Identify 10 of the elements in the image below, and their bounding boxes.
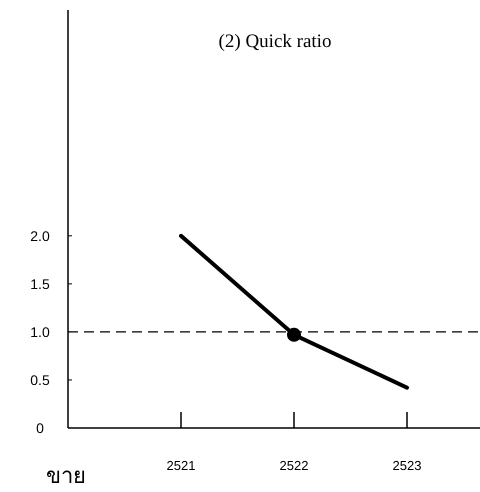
x-axis-title: ขาย [46, 463, 86, 488]
y-tick-label: 0.5 [30, 372, 50, 388]
x-tick-label: 2522 [280, 458, 308, 473]
x-tick-label: 2523 [392, 458, 422, 473]
text: (2) Quick ratio [218, 31, 332, 52]
y-tick-label: 0 [36, 420, 44, 436]
y-tick-label: 1.0 [30, 324, 50, 340]
y-tick-label: 1.5 [30, 276, 50, 292]
x-tick-label: 2521 [166, 458, 196, 473]
y-tick-label: 2.0 [30, 228, 50, 244]
